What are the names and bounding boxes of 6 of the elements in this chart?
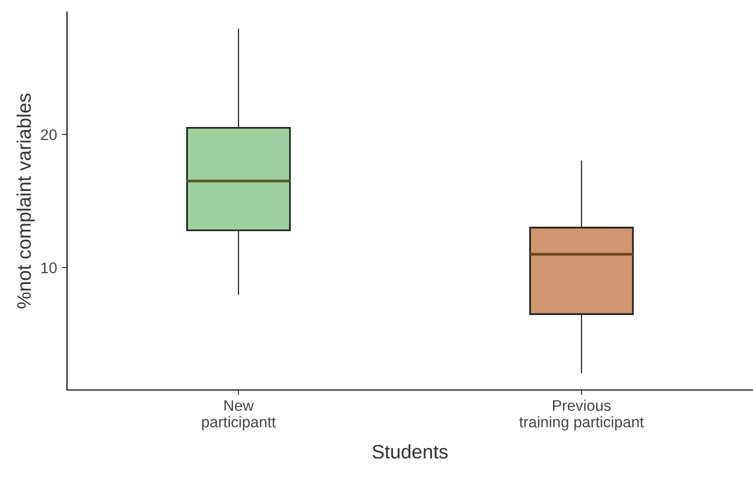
x-tick-label: New participantt (202, 400, 276, 430)
y-tick-label: 10 (41, 262, 57, 274)
y-tick-label: 20 (41, 129, 57, 140)
x-axis-title: Students (372, 444, 448, 459)
y-axis-title: %not complaint variables (16, 94, 35, 308)
x-tick-label: Previous training participant (519, 400, 644, 430)
